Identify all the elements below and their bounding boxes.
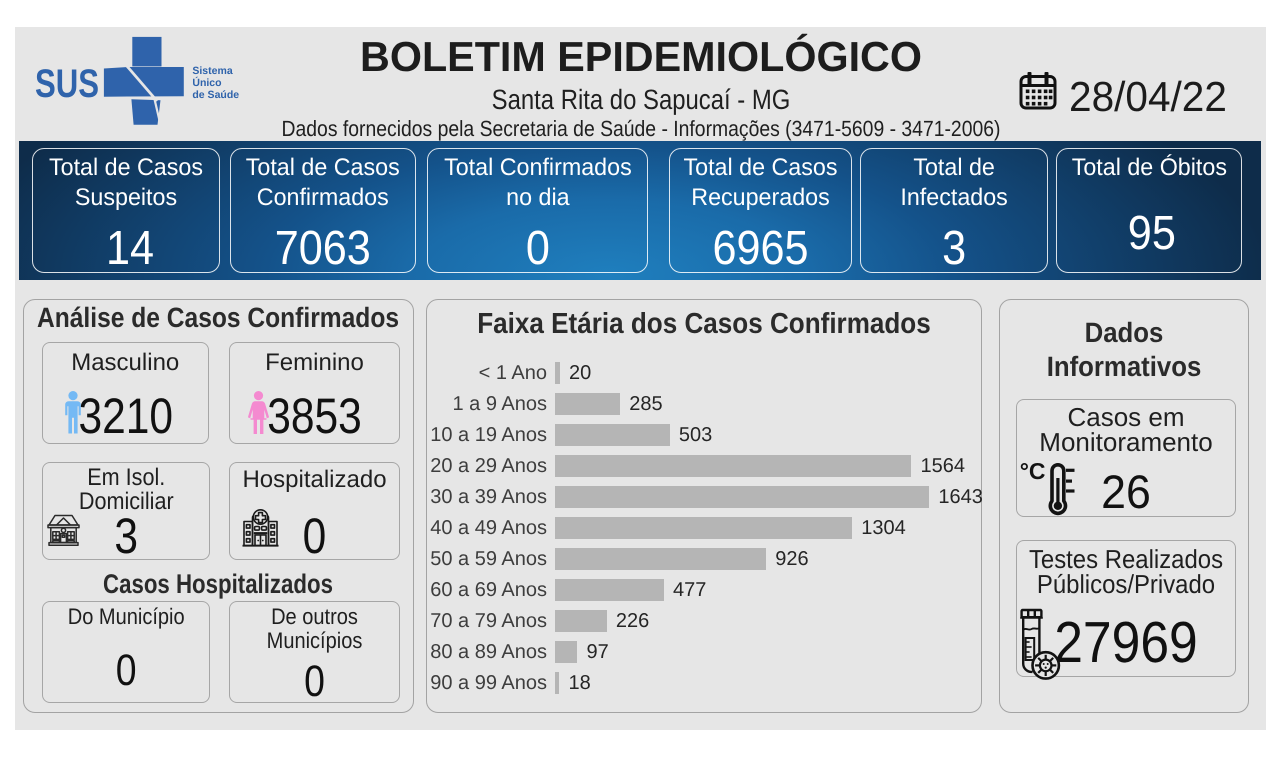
svg-text:SUS: SUS <box>35 62 99 106</box>
svg-text:de Saúde: de Saúde <box>192 89 239 101</box>
svg-text:Sistema: Sistema <box>192 65 232 77</box>
svg-text:Único: Único <box>192 76 221 89</box>
